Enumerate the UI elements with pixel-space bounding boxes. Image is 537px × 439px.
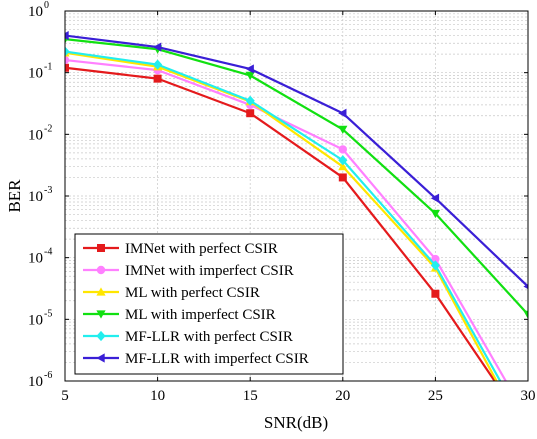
legend-label: IMNet with imperfect CSIR — [125, 263, 294, 279]
legend-label: IMNet with perfect CSIR — [125, 241, 278, 257]
data-point — [430, 193, 440, 203]
data-point — [245, 95, 255, 106]
legend-label: MF-LLR with perfect CSIR — [125, 329, 293, 345]
legend-label: ML with imperfect CSIR — [125, 307, 276, 323]
legend-box — [74, 233, 344, 375]
legend-marker — [96, 265, 106, 275]
y-axis-label: BER — [5, 179, 24, 213]
y-tick-label: 10 — [28, 251, 43, 267]
data-point — [338, 173, 347, 182]
y-tick-label: 10 — [28, 374, 43, 390]
data-point — [338, 125, 348, 135]
y-tick-exponent: -5 — [44, 308, 52, 319]
data-point — [245, 64, 254, 74]
x-axis-label: SNR(dB) — [264, 413, 328, 432]
data-point — [153, 42, 162, 52]
x-tick-label: 20 — [335, 388, 350, 404]
data-point — [65, 55, 70, 65]
y-tick-exponent: 0 — [44, 0, 49, 11]
y-tick-label: 10 — [28, 127, 43, 143]
legend-label: MF-LLR with imperfect CSIR — [125, 351, 309, 367]
y-tick-exponent: -2 — [44, 123, 52, 134]
legend-marker — [96, 310, 106, 319]
data-point — [431, 254, 440, 264]
data-point — [65, 30, 69, 41]
data-point — [523, 310, 528, 320]
series-clip — [65, 30, 528, 381]
data-point — [153, 59, 163, 70]
series-layer — [65, 30, 528, 381]
legend-label: ML with perfect CSIR — [125, 285, 260, 301]
y-tick-label: 10 — [28, 66, 43, 82]
legend-marker — [96, 287, 106, 296]
y-tick-exponent: -4 — [44, 247, 52, 258]
data-point — [245, 71, 255, 81]
data-point — [430, 260, 440, 271]
data-point — [338, 145, 347, 154]
data-point — [65, 63, 69, 72]
legend-marker — [96, 330, 106, 342]
y-tick-label: 10 — [28, 312, 43, 328]
data-point — [338, 108, 347, 118]
data-point — [523, 284, 528, 290]
y-tick-label: 10 — [28, 189, 43, 205]
series-line — [65, 66, 496, 381]
y-tick-exponent: -1 — [44, 62, 52, 73]
legend-marker — [97, 244, 105, 252]
data-point — [338, 155, 348, 166]
data-point — [430, 209, 440, 219]
series-line — [65, 38, 528, 316]
series-line — [65, 50, 502, 381]
legend: IMNet with perfect CSIR IMNet with imperf… — [74, 233, 344, 375]
y-tick-exponent: -6 — [44, 370, 52, 381]
x-tick-label: 25 — [428, 388, 443, 404]
series-line — [65, 58, 507, 381]
data-point — [153, 74, 162, 83]
data-point — [65, 46, 70, 57]
series-line — [65, 34, 528, 288]
series-line — [65, 51, 498, 381]
x-tick-label: 30 — [521, 388, 536, 404]
y-tick-label: 10 — [28, 4, 43, 20]
y-tick-exponent: -3 — [44, 185, 52, 196]
data-point — [338, 161, 348, 171]
data-point — [431, 289, 440, 298]
x-tick-label: 15 — [243, 388, 258, 404]
x-axis: 5 10 15 20 25 30 — [61, 11, 536, 404]
x-tick-label: 5 — [61, 388, 69, 404]
data-point — [246, 109, 255, 118]
x-tick-label: 10 — [150, 388, 165, 404]
legend-marker — [96, 353, 105, 363]
